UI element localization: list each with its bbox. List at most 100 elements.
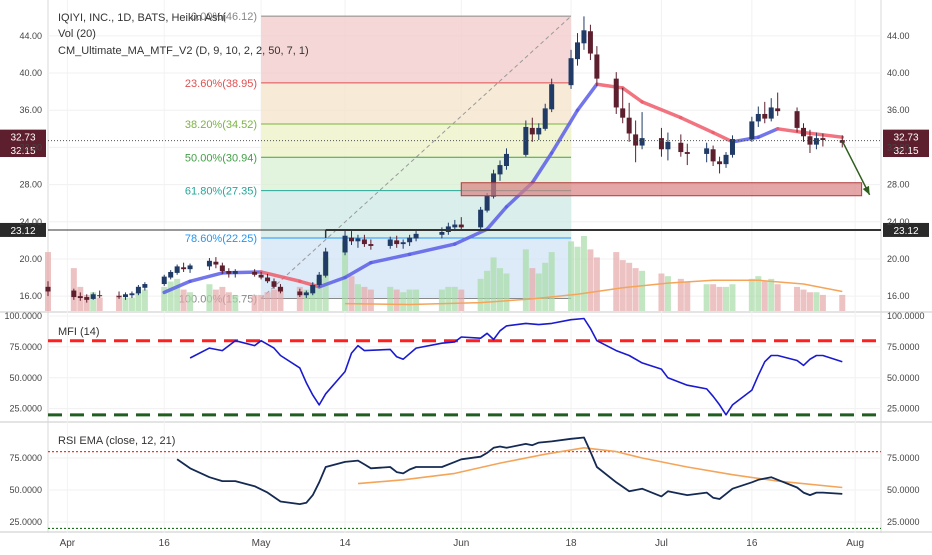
volume-bar xyxy=(484,270,491,311)
price-label-right: 32.15 xyxy=(893,146,918,157)
mfi-legend: MFI (14) xyxy=(58,326,100,338)
mfi-tick-label-right: 25.0000 xyxy=(887,404,920,414)
x-tick-label: 16 xyxy=(746,538,758,549)
ma-line-segment xyxy=(485,205,509,231)
rsi-tick-label-left: 75.0000 xyxy=(9,453,42,463)
volume-bar xyxy=(574,246,581,311)
candle-body xyxy=(271,281,277,287)
volume-legend: Vol (20) xyxy=(58,28,96,40)
volume-bar xyxy=(367,289,374,311)
price-label-box-right xyxy=(883,129,929,144)
candle-body xyxy=(749,121,755,140)
volume-bar xyxy=(296,286,303,311)
mfi-line xyxy=(189,317,843,416)
candle-body xyxy=(226,271,232,274)
volume-bar xyxy=(251,294,258,311)
candle-body xyxy=(303,292,309,296)
volume-bar xyxy=(839,294,846,311)
volume-bar xyxy=(128,297,135,311)
y-tick-label-left: 20.00 xyxy=(19,254,42,264)
volume-bar xyxy=(716,286,723,311)
volume-bar xyxy=(187,292,194,311)
y-tick-label-right: 44.00 xyxy=(887,31,910,41)
candle-body xyxy=(704,148,710,154)
y-tick-label-right: 24.00 xyxy=(887,217,910,227)
ma-line-segment xyxy=(640,100,683,120)
volume-bar xyxy=(529,268,536,311)
volume-bar xyxy=(677,278,684,311)
candle-body xyxy=(484,195,490,211)
price-label-box-left xyxy=(0,222,46,237)
volume-bar xyxy=(774,284,781,311)
candle-body xyxy=(678,142,684,153)
fib-level-label: 38.20%(34.52) xyxy=(185,119,257,131)
volume-bar xyxy=(225,292,232,311)
candle-body xyxy=(452,224,458,228)
mfi-tick-label-left: 50.0000 xyxy=(9,373,42,383)
candle-body xyxy=(135,286,141,294)
ma-line-segment xyxy=(530,151,554,185)
candle-body xyxy=(71,290,77,298)
mfi-tick-label-right: 100.0000 xyxy=(887,311,925,321)
candle-body xyxy=(258,274,264,278)
ma-line-segment xyxy=(756,127,780,139)
volume-bar xyxy=(122,297,129,311)
candle-body xyxy=(316,274,322,285)
volume-bar xyxy=(303,289,310,311)
y-tick-label-left: 16.00 xyxy=(19,291,42,301)
candle-body xyxy=(116,296,122,298)
volume-bar xyxy=(393,289,400,311)
ma-line-segment xyxy=(317,275,347,289)
volume-bar xyxy=(309,284,316,311)
volume-bar xyxy=(535,273,542,311)
volume-bar xyxy=(593,257,600,311)
price-label-box-right xyxy=(883,143,929,158)
volume-bar xyxy=(116,294,123,311)
candle-body xyxy=(549,84,555,110)
volume-bar xyxy=(167,281,174,311)
volume-bar xyxy=(658,273,665,311)
candle-body xyxy=(122,294,128,298)
volume-bar xyxy=(361,286,368,311)
support-zone xyxy=(460,182,863,197)
candle-body xyxy=(323,251,329,276)
volume-bar xyxy=(619,260,626,311)
volume-bar xyxy=(542,262,549,311)
y-tick-label-left: 28.00 xyxy=(19,180,42,190)
fib-level-label: 50.00%(30.94) xyxy=(185,152,257,164)
volume-bar xyxy=(413,289,420,311)
candle-body xyxy=(581,30,587,44)
candle-body xyxy=(497,165,503,175)
volume-bar xyxy=(477,278,484,311)
mfi-tick-label-left: 100.0000 xyxy=(4,311,42,321)
rsi-tick-label-right: 75.0000 xyxy=(887,453,920,463)
candle-body xyxy=(633,134,639,146)
x-tick-label: 16 xyxy=(159,538,171,549)
fib-zone xyxy=(261,16,572,83)
volume-bar xyxy=(568,241,575,311)
mfi-tick-label-left: 75.0000 xyxy=(9,342,42,352)
candle-body xyxy=(142,284,148,288)
volume-bar xyxy=(219,286,226,311)
rsi-tick-label-right: 50.0000 xyxy=(887,485,920,495)
y-tick-label-left: 24.00 xyxy=(19,217,42,227)
volume-bar xyxy=(632,268,639,311)
x-tick-label: Jul xyxy=(655,538,668,549)
candle-body xyxy=(439,231,445,235)
mfi-tick-label-right: 50.0000 xyxy=(887,373,920,383)
candle-body xyxy=(665,141,671,150)
candle-body xyxy=(529,127,535,135)
ma-line-segment xyxy=(162,279,192,295)
volume-bar xyxy=(684,281,691,311)
candle-body xyxy=(594,54,600,79)
candle-body xyxy=(297,291,303,296)
candle-body xyxy=(219,265,225,272)
candle-body xyxy=(587,31,593,54)
fib-zone xyxy=(261,82,572,124)
candle-body xyxy=(368,244,374,246)
candle-body xyxy=(181,267,187,270)
volume-bar xyxy=(703,284,710,311)
slow-ma-line xyxy=(344,279,843,306)
volume-bar xyxy=(639,270,646,311)
